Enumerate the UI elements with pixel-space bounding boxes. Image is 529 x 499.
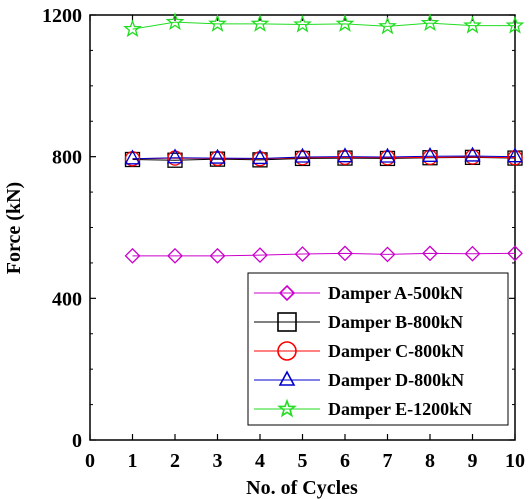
series-markers	[123, 12, 525, 264]
legend-label: Damper C-800kN	[328, 341, 464, 361]
x-tick-label: 1	[128, 450, 138, 472]
legend-label: Damper A-500kN	[328, 283, 463, 303]
legend-marker	[277, 398, 297, 418]
data-point	[123, 19, 142, 38]
data-point	[422, 149, 438, 166]
x-tick-label: 0	[85, 450, 95, 472]
data-point	[294, 147, 311, 163]
data-point	[124, 247, 141, 264]
legend-label: Damper E-1200kN	[328, 399, 472, 419]
series-line	[132, 21, 515, 30]
legend-marker	[277, 312, 297, 332]
x-tick-label: 2	[170, 450, 180, 472]
axis-ticks: 0 1 2 3 4 5 6 7 8 9 10 0 400 800 1200	[42, 5, 525, 472]
y-tick-label: 1200	[42, 5, 82, 27]
legend: Damper A-500kN Damper B-800kN Damper C-800…	[247, 272, 509, 426]
series-line	[132, 252, 516, 257]
data-point	[507, 150, 523, 166]
y-tick-label: 0	[72, 430, 82, 452]
data-point	[165, 12, 185, 31]
data-point	[379, 246, 396, 263]
data-point	[506, 147, 524, 163]
data-point	[420, 13, 440, 32]
data-point	[505, 15, 525, 34]
x-tick-label: 10	[505, 450, 525, 472]
data-point	[252, 247, 268, 264]
data-point	[166, 148, 184, 164]
x-tick-label: 6	[340, 450, 350, 472]
y-tick-label: 800	[52, 147, 82, 169]
data-point	[208, 13, 227, 32]
series-lines	[132, 21, 516, 257]
x-tick-label: 9	[468, 450, 478, 472]
x-tick-label: 3	[213, 450, 223, 472]
data-point	[293, 14, 312, 33]
legend-box	[247, 272, 509, 426]
data-point	[379, 147, 396, 163]
x-tick-label: 7	[383, 450, 393, 472]
x-axis-title: No. of Cycles	[246, 477, 358, 499]
x-tick-label: 4	[255, 450, 265, 472]
data-point	[124, 149, 141, 165]
data-point	[337, 149, 353, 166]
legend-marker	[278, 284, 296, 302]
data-point	[251, 149, 269, 165]
data-point	[464, 245, 481, 262]
data-point	[209, 148, 226, 164]
x-tick-label: 5	[298, 450, 308, 472]
y-tick-label: 400	[52, 288, 82, 310]
x-tick-label: 8	[425, 450, 435, 472]
legend-label: Damper B-800kN	[328, 312, 463, 332]
data-point	[422, 245, 438, 262]
data-point	[209, 247, 226, 264]
data-point	[464, 146, 481, 162]
data-point	[294, 246, 311, 262]
data-point	[378, 16, 397, 35]
data-point	[294, 150, 311, 166]
data-point	[335, 13, 355, 32]
data-point	[337, 245, 353, 262]
series-line	[132, 155, 516, 160]
data-point	[463, 15, 482, 34]
legend-marker	[278, 370, 296, 386]
data-point	[336, 147, 354, 163]
data-point	[167, 247, 183, 264]
data-point	[379, 150, 396, 166]
y-axis-title: Force (kN)	[3, 182, 25, 274]
data-point	[250, 13, 270, 32]
legend-label: Damper D-800kN	[328, 370, 464, 390]
data-point	[507, 245, 523, 262]
legend-marker	[277, 341, 297, 361]
data-point	[464, 149, 481, 165]
data-point	[421, 146, 439, 162]
